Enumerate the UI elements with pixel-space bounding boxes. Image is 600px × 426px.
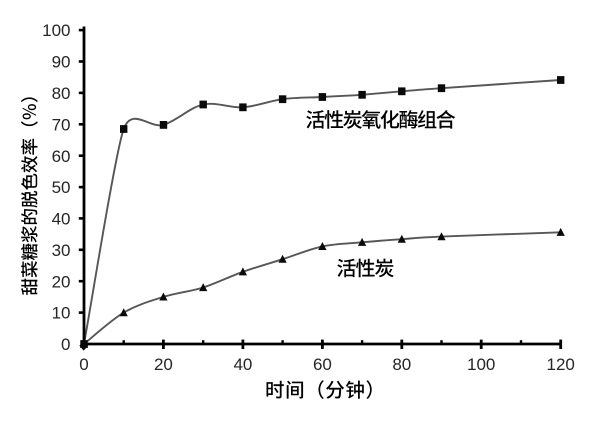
- svg-text:0: 0: [61, 335, 70, 354]
- svg-text:100: 100: [42, 21, 70, 40]
- svg-text:30: 30: [52, 241, 71, 260]
- svg-text:20: 20: [154, 355, 173, 374]
- svg-text:70: 70: [52, 115, 71, 134]
- svg-text:80: 80: [52, 84, 71, 103]
- svg-text:90: 90: [52, 53, 71, 72]
- svg-text:60: 60: [313, 355, 332, 374]
- svg-text:80: 80: [392, 355, 411, 374]
- svg-text:120: 120: [547, 355, 575, 374]
- svg-text:20: 20: [52, 272, 71, 291]
- svg-text:40: 40: [52, 210, 71, 229]
- svg-text:10: 10: [52, 304, 71, 323]
- svg-text:40: 40: [233, 355, 252, 374]
- svg-text:60: 60: [52, 147, 71, 166]
- svg-text:100: 100: [467, 355, 495, 374]
- svg-text:0: 0: [79, 355, 88, 374]
- svg-text:50: 50: [52, 178, 71, 197]
